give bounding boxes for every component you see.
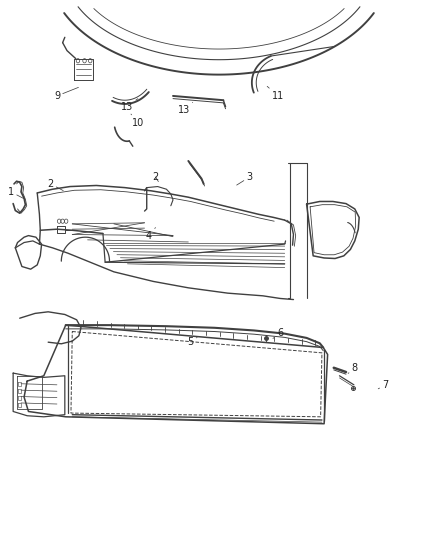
Text: 7: 7 xyxy=(378,380,389,390)
Text: 2: 2 xyxy=(47,179,63,191)
Text: 1: 1 xyxy=(8,187,24,199)
Text: 13: 13 xyxy=(121,99,138,111)
Text: 3: 3 xyxy=(237,172,253,185)
Text: 8: 8 xyxy=(348,363,358,374)
Text: 2: 2 xyxy=(152,172,159,182)
Text: 10: 10 xyxy=(131,114,144,127)
Text: 11: 11 xyxy=(267,86,284,101)
Text: 4: 4 xyxy=(146,228,155,240)
Text: 5: 5 xyxy=(187,337,197,347)
Text: 13: 13 xyxy=(178,102,193,115)
Text: 6: 6 xyxy=(273,328,283,338)
Text: 9: 9 xyxy=(54,87,78,101)
